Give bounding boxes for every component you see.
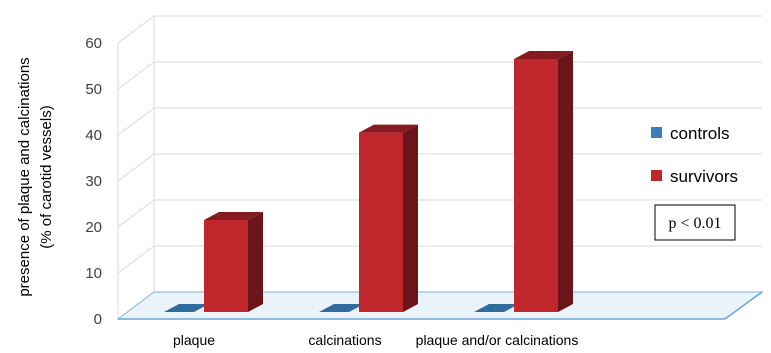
bar-survivors-top: [359, 124, 418, 133]
gridline-side: [117, 15, 155, 44]
bar-survivors-side: [403, 124, 418, 312]
gridline-side: [117, 245, 155, 274]
x-category-label: plaque and/or calcinations: [416, 332, 579, 348]
y-tick-label: 10: [85, 265, 102, 282]
bar-controls: [319, 304, 364, 312]
bar-survivors: [514, 59, 558, 312]
bar-survivors: [359, 132, 403, 312]
gridline-side: [117, 107, 155, 136]
y-axis-label-line2: (% of carotid vessels): [38, 105, 55, 248]
legend: controls survivors: [651, 124, 738, 186]
bar-controls: [164, 304, 209, 312]
legend-swatch-survivors: [651, 170, 662, 181]
y-tick-label: 50: [85, 81, 102, 98]
annotation-text: p < 0.01: [668, 215, 721, 232]
y-tick-label: 0: [94, 311, 102, 328]
annotation-box: [654, 204, 736, 241]
legend-swatch-controls: [651, 127, 662, 138]
legend-label-survivors: survivors: [670, 167, 738, 186]
bar-survivors-side: [558, 51, 573, 312]
y-tick-label: 30: [85, 173, 102, 190]
y-tick-label: 60: [85, 35, 102, 52]
y-tick-label: 40: [85, 127, 102, 144]
y-axis-ticks: 0 10 20 30 40 50 60: [85, 35, 102, 328]
gridline-side: [117, 153, 155, 182]
chart-floor: [116, 291, 764, 320]
bar-survivors-top: [514, 51, 573, 59]
gridlines: [117, 15, 762, 319]
bar-controls: [474, 304, 519, 312]
x-axis-categories: plaque calcinations plaque and/or calcinat…: [173, 332, 578, 348]
significance-annotation: p < 0.01: [654, 204, 736, 241]
gridline-side: [117, 61, 155, 90]
bar-survivors: [204, 220, 248, 312]
x-category-label: calcinations: [308, 332, 381, 348]
y-tick-label: 20: [85, 219, 102, 236]
legend-label-controls: controls: [670, 124, 730, 143]
bar-survivors-top: [204, 212, 263, 220]
bars: [164, 51, 573, 312]
floor-side-edge: [724, 291, 763, 320]
x-category-label: plaque: [173, 332, 215, 348]
bar-survivors-side: [248, 212, 263, 312]
y-axis-label-line1: presence of plaque and calcinations: [16, 57, 33, 296]
gridline-side: [117, 199, 155, 228]
